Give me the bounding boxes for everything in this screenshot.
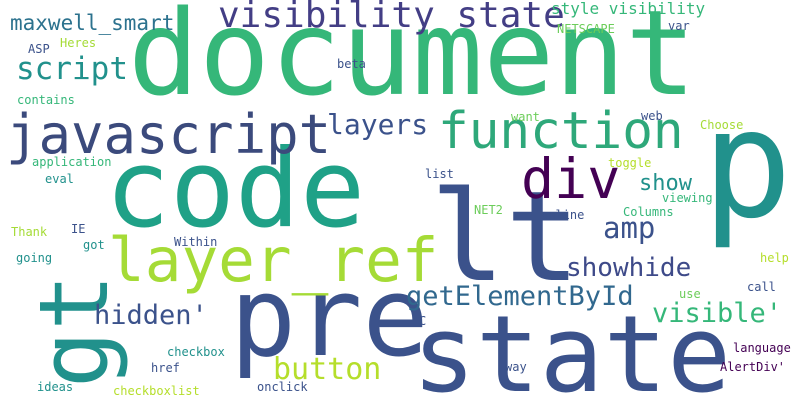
- word-show: show: [639, 171, 692, 196]
- word-web: web: [641, 109, 663, 123]
- word-Heres: Heres: [60, 36, 97, 50]
- word-NET2: NET2: [474, 203, 503, 217]
- word-help: help: [760, 251, 789, 265]
- word-Columns: Columns: [623, 205, 674, 219]
- word-script: script: [16, 51, 128, 87]
- word-visible: visible': [652, 298, 783, 329]
- word-AlertDiv: AlertDiv': [720, 360, 786, 374]
- word-use: use: [679, 287, 701, 301]
- word-pre: pre: [230, 253, 429, 381]
- word-p: p: [702, 78, 793, 252]
- word-hidden: hidden': [94, 300, 208, 331]
- word-style-visibility: style visibility: [551, 0, 706, 18]
- word-amp: amp: [603, 211, 656, 245]
- word-list: list: [425, 167, 454, 181]
- word-button: button: [273, 352, 382, 387]
- word-onclick: onclick: [257, 380, 308, 394]
- word-var: var: [668, 19, 690, 33]
- word-viewing: viewing: [662, 191, 713, 205]
- word-div: div: [521, 147, 621, 211]
- word-C: C: [419, 314, 427, 328]
- word-state: state: [412, 293, 732, 400]
- word-layer_ref: layer_ref: [108, 225, 439, 296]
- word-online: online: [541, 208, 585, 222]
- word-IE: IE: [71, 222, 86, 236]
- word-application: application: [32, 155, 112, 169]
- word-href: href: [151, 361, 180, 375]
- word-getElementById: getElementById: [406, 281, 634, 312]
- word-Thank: Thank: [11, 225, 48, 239]
- word-document: document: [128, 0, 697, 122]
- word-code: code: [105, 127, 366, 252]
- word-showhide: showhide: [566, 253, 692, 283]
- word-Choose: Choose: [700, 118, 744, 132]
- word-eval: eval: [45, 172, 74, 186]
- word-Within: Within: [174, 235, 218, 249]
- word-lt: lt: [430, 165, 581, 310]
- word-got: got: [83, 238, 105, 252]
- word-checkboxlist: checkboxlist: [113, 384, 200, 398]
- word-ASP: ASP: [28, 42, 50, 56]
- word-NETSCAPE: NETSCAPE: [557, 22, 615, 36]
- word-visibility-state: visibility state: [218, 0, 565, 36]
- word-function: function: [438, 102, 684, 161]
- word-language: language: [733, 341, 791, 355]
- word-beta: beta: [337, 57, 366, 71]
- word-toggle: toggle: [608, 156, 652, 170]
- word-call: call: [747, 280, 776, 294]
- word-javascript: javascript: [6, 103, 332, 166]
- word-maxwell_smart: maxwell_smart: [10, 11, 175, 35]
- word-layers: layers: [327, 108, 429, 141]
- word-way: way: [505, 360, 527, 374]
- word-checkbox: checkbox: [167, 345, 225, 359]
- word-want: want: [511, 110, 540, 124]
- word-contains: contains: [17, 93, 75, 107]
- word-going: going: [16, 251, 53, 265]
- word-ideas: ideas: [37, 380, 74, 394]
